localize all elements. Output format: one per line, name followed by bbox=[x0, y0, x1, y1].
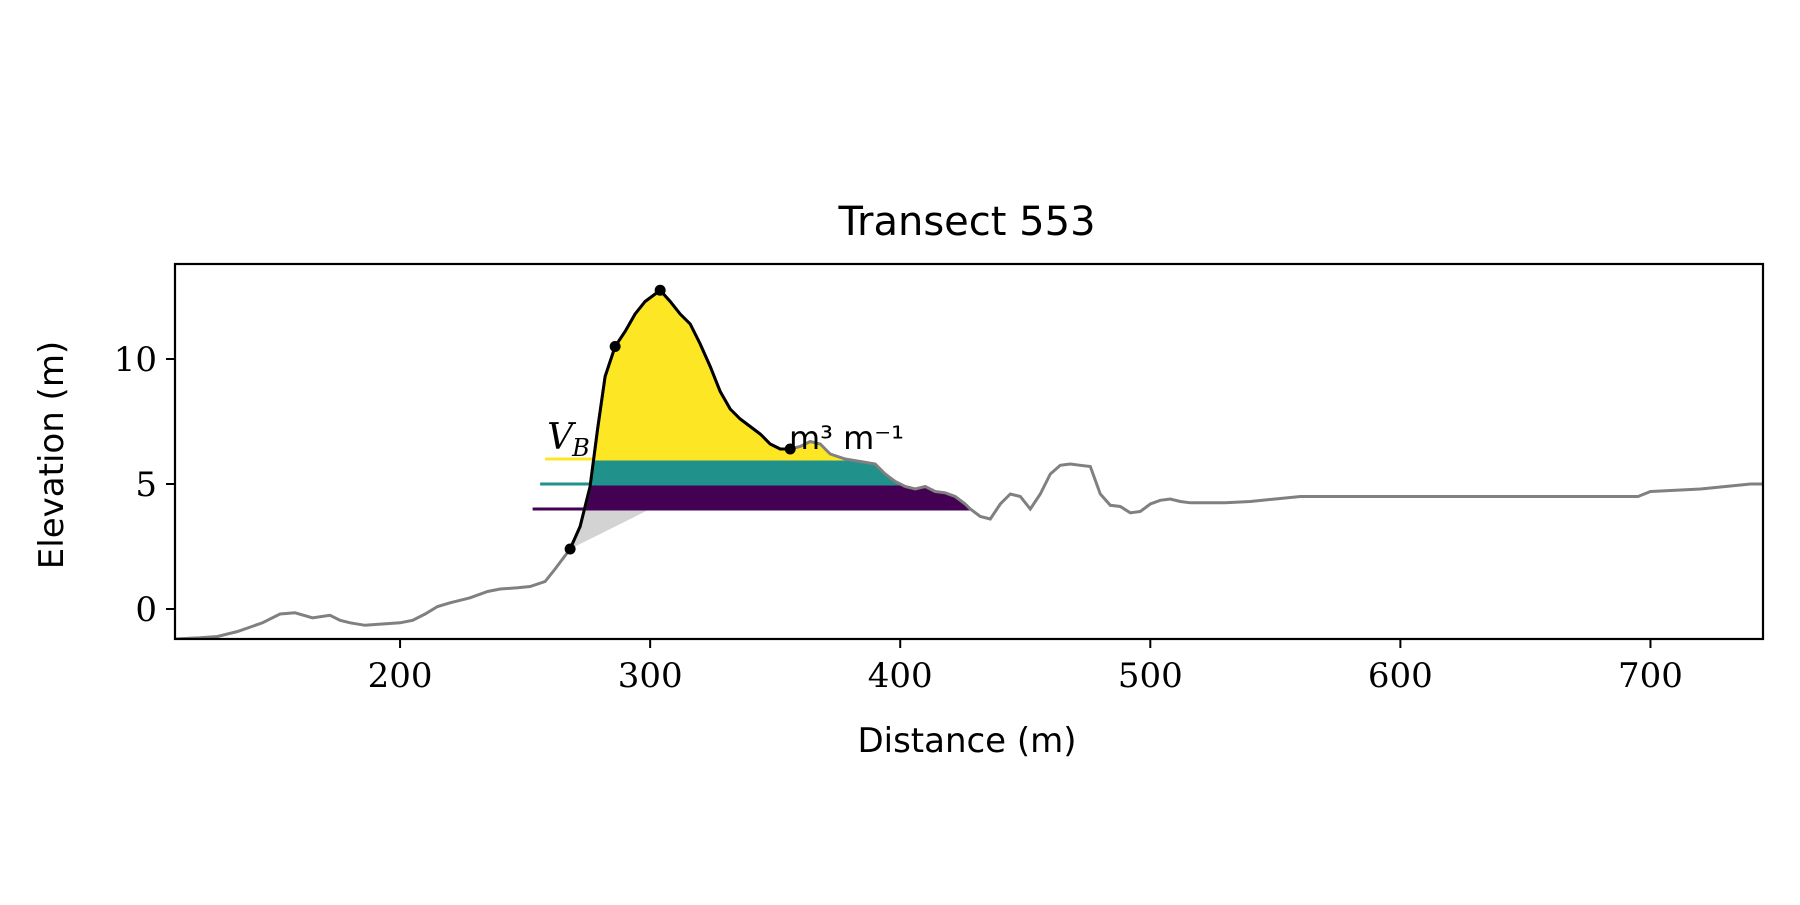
axes-frame bbox=[173, 262, 1765, 641]
x-tick-label-400: 400 bbox=[868, 656, 933, 696]
base-volume-area bbox=[570, 509, 651, 549]
elevation-profile-line bbox=[175, 288, 1763, 639]
dune-profile-line bbox=[568, 288, 791, 550]
dune-key-point-4 bbox=[784, 443, 796, 455]
volume-band-level_low bbox=[584, 484, 971, 509]
volume-band-level_mid bbox=[590, 459, 901, 484]
y-tick-label-0: 0 bbox=[135, 590, 157, 630]
x-tick-label-300: 300 bbox=[618, 656, 683, 696]
y-tick-label-5: 5 bbox=[135, 465, 157, 505]
dune-key-point-1 bbox=[564, 543, 576, 555]
volume-annotation-subscript: B bbox=[571, 434, 590, 462]
x-tick-label-700: 700 bbox=[1618, 656, 1683, 696]
y-tick-label-10: 10 bbox=[114, 340, 157, 380]
volume-annotation-units: m³ m⁻¹ bbox=[789, 419, 904, 457]
x-tick-label-500: 500 bbox=[1118, 656, 1183, 696]
y-axis-label: Elevation (m) bbox=[32, 341, 72, 569]
x-tick-label-600: 600 bbox=[1368, 656, 1433, 696]
chart-title: Transect 553 bbox=[837, 199, 1095, 245]
dune-key-point-3 bbox=[654, 284, 666, 296]
volume-band-level_high bbox=[593, 290, 846, 459]
x-axis-label: Distance (m) bbox=[857, 721, 1076, 761]
dune-key-point-2 bbox=[609, 341, 621, 352]
x-tick-label-200: 200 bbox=[368, 656, 433, 696]
volume-annotation-symbol: V bbox=[547, 417, 577, 458]
